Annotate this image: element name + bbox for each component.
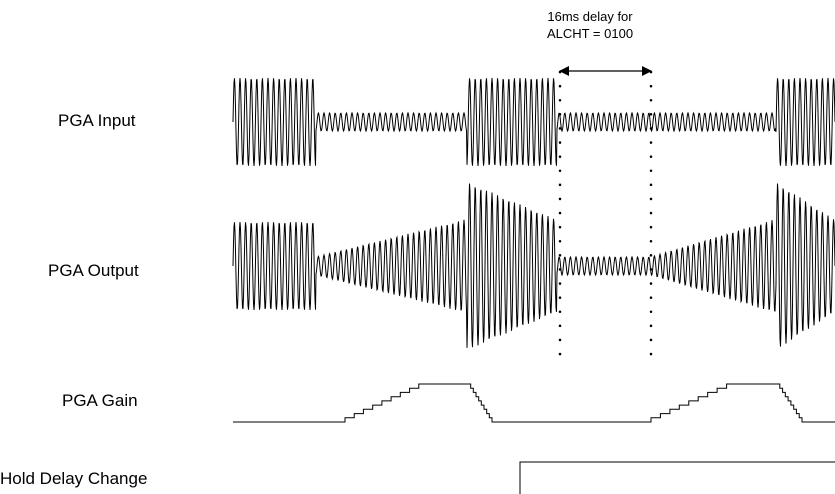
pga-gain-staircase [233,383,835,423]
pga-output-waveform [232,183,835,348]
pga-gain-label: PGA Gain [62,391,138,410]
hold-delay-change-label: Hold Delay Change [0,469,148,488]
delay-annotation-line1: 16ms delay for [547,9,633,24]
delay-annotation-line2: ALCHT = 0100 [546,26,634,41]
pga-input-label: PGA Input [58,111,136,130]
hold-delay-change-signal [519,461,835,494]
pga-input-waveform [232,77,835,167]
pga-output-label: PGA Output [48,261,139,280]
